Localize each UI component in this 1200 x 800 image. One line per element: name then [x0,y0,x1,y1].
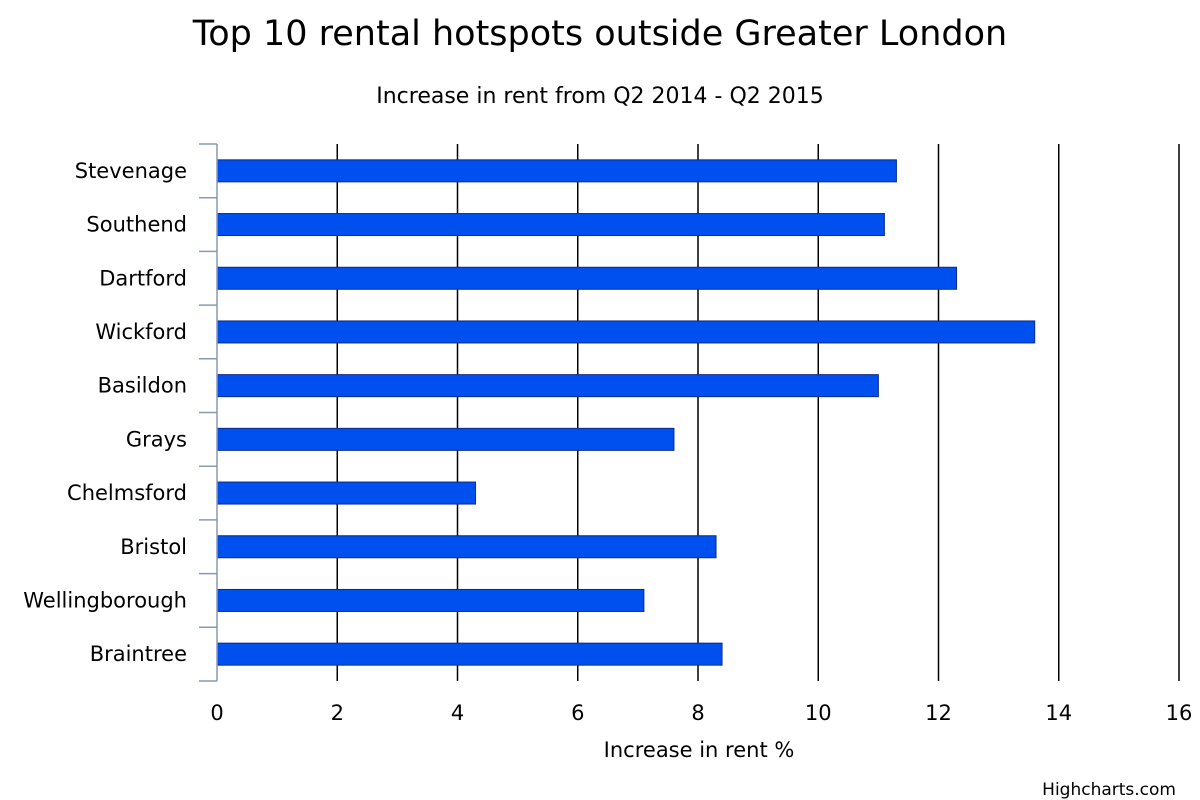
value-axis-ticks: 0 2 4 6 8 10 12 14 16 [210,701,1192,725]
bar[interactable] [216,588,645,612]
chart-title: Top 10 rental hotspots outside Greater L… [192,14,1008,54]
bar[interactable] [216,481,477,505]
category-label: Grays [126,427,187,451]
x-tick-label: 2 [331,701,344,725]
credits-link[interactable]: Highcharts.com [1042,780,1176,800]
category-label: Braintree [90,642,187,666]
x-tick-label: 14 [1045,701,1072,725]
category-labels: Stevenage Southend Dartford Wickford Basildo… [23,159,187,666]
category-label: Wickford [95,320,187,344]
bar[interactable] [216,266,958,290]
x-tick-label: 10 [805,701,832,725]
x-tick-label: 8 [691,701,704,725]
x-tick-label: 6 [571,701,584,725]
bar[interactable] [216,159,897,183]
category-label: Chelmsford [67,481,187,505]
bar[interactable] [216,213,885,237]
x-tick-label: 0 [210,701,223,725]
bar[interactable] [216,374,879,398]
x-tick-label: 4 [451,701,464,725]
category-label: Wellingborough [23,588,187,612]
bar[interactable] [216,535,717,559]
category-axis [199,143,218,682]
bar[interactable] [216,427,675,451]
x-tick-label: 16 [1166,701,1193,725]
category-label: Bristol [120,535,187,559]
x-axis-title: Increase in rent % [604,738,795,762]
category-label: Basildon [98,374,187,398]
category-label: Dartford [99,266,187,290]
x-tick-label: 12 [925,701,952,725]
bar[interactable] [216,320,1036,344]
category-label: Stevenage [75,159,187,183]
bars [216,159,1036,666]
chart-subtitle: Increase in rent from Q2 2014 - Q2 2015 [376,84,824,109]
bar[interactable] [216,642,723,666]
category-label: Southend [86,213,187,237]
